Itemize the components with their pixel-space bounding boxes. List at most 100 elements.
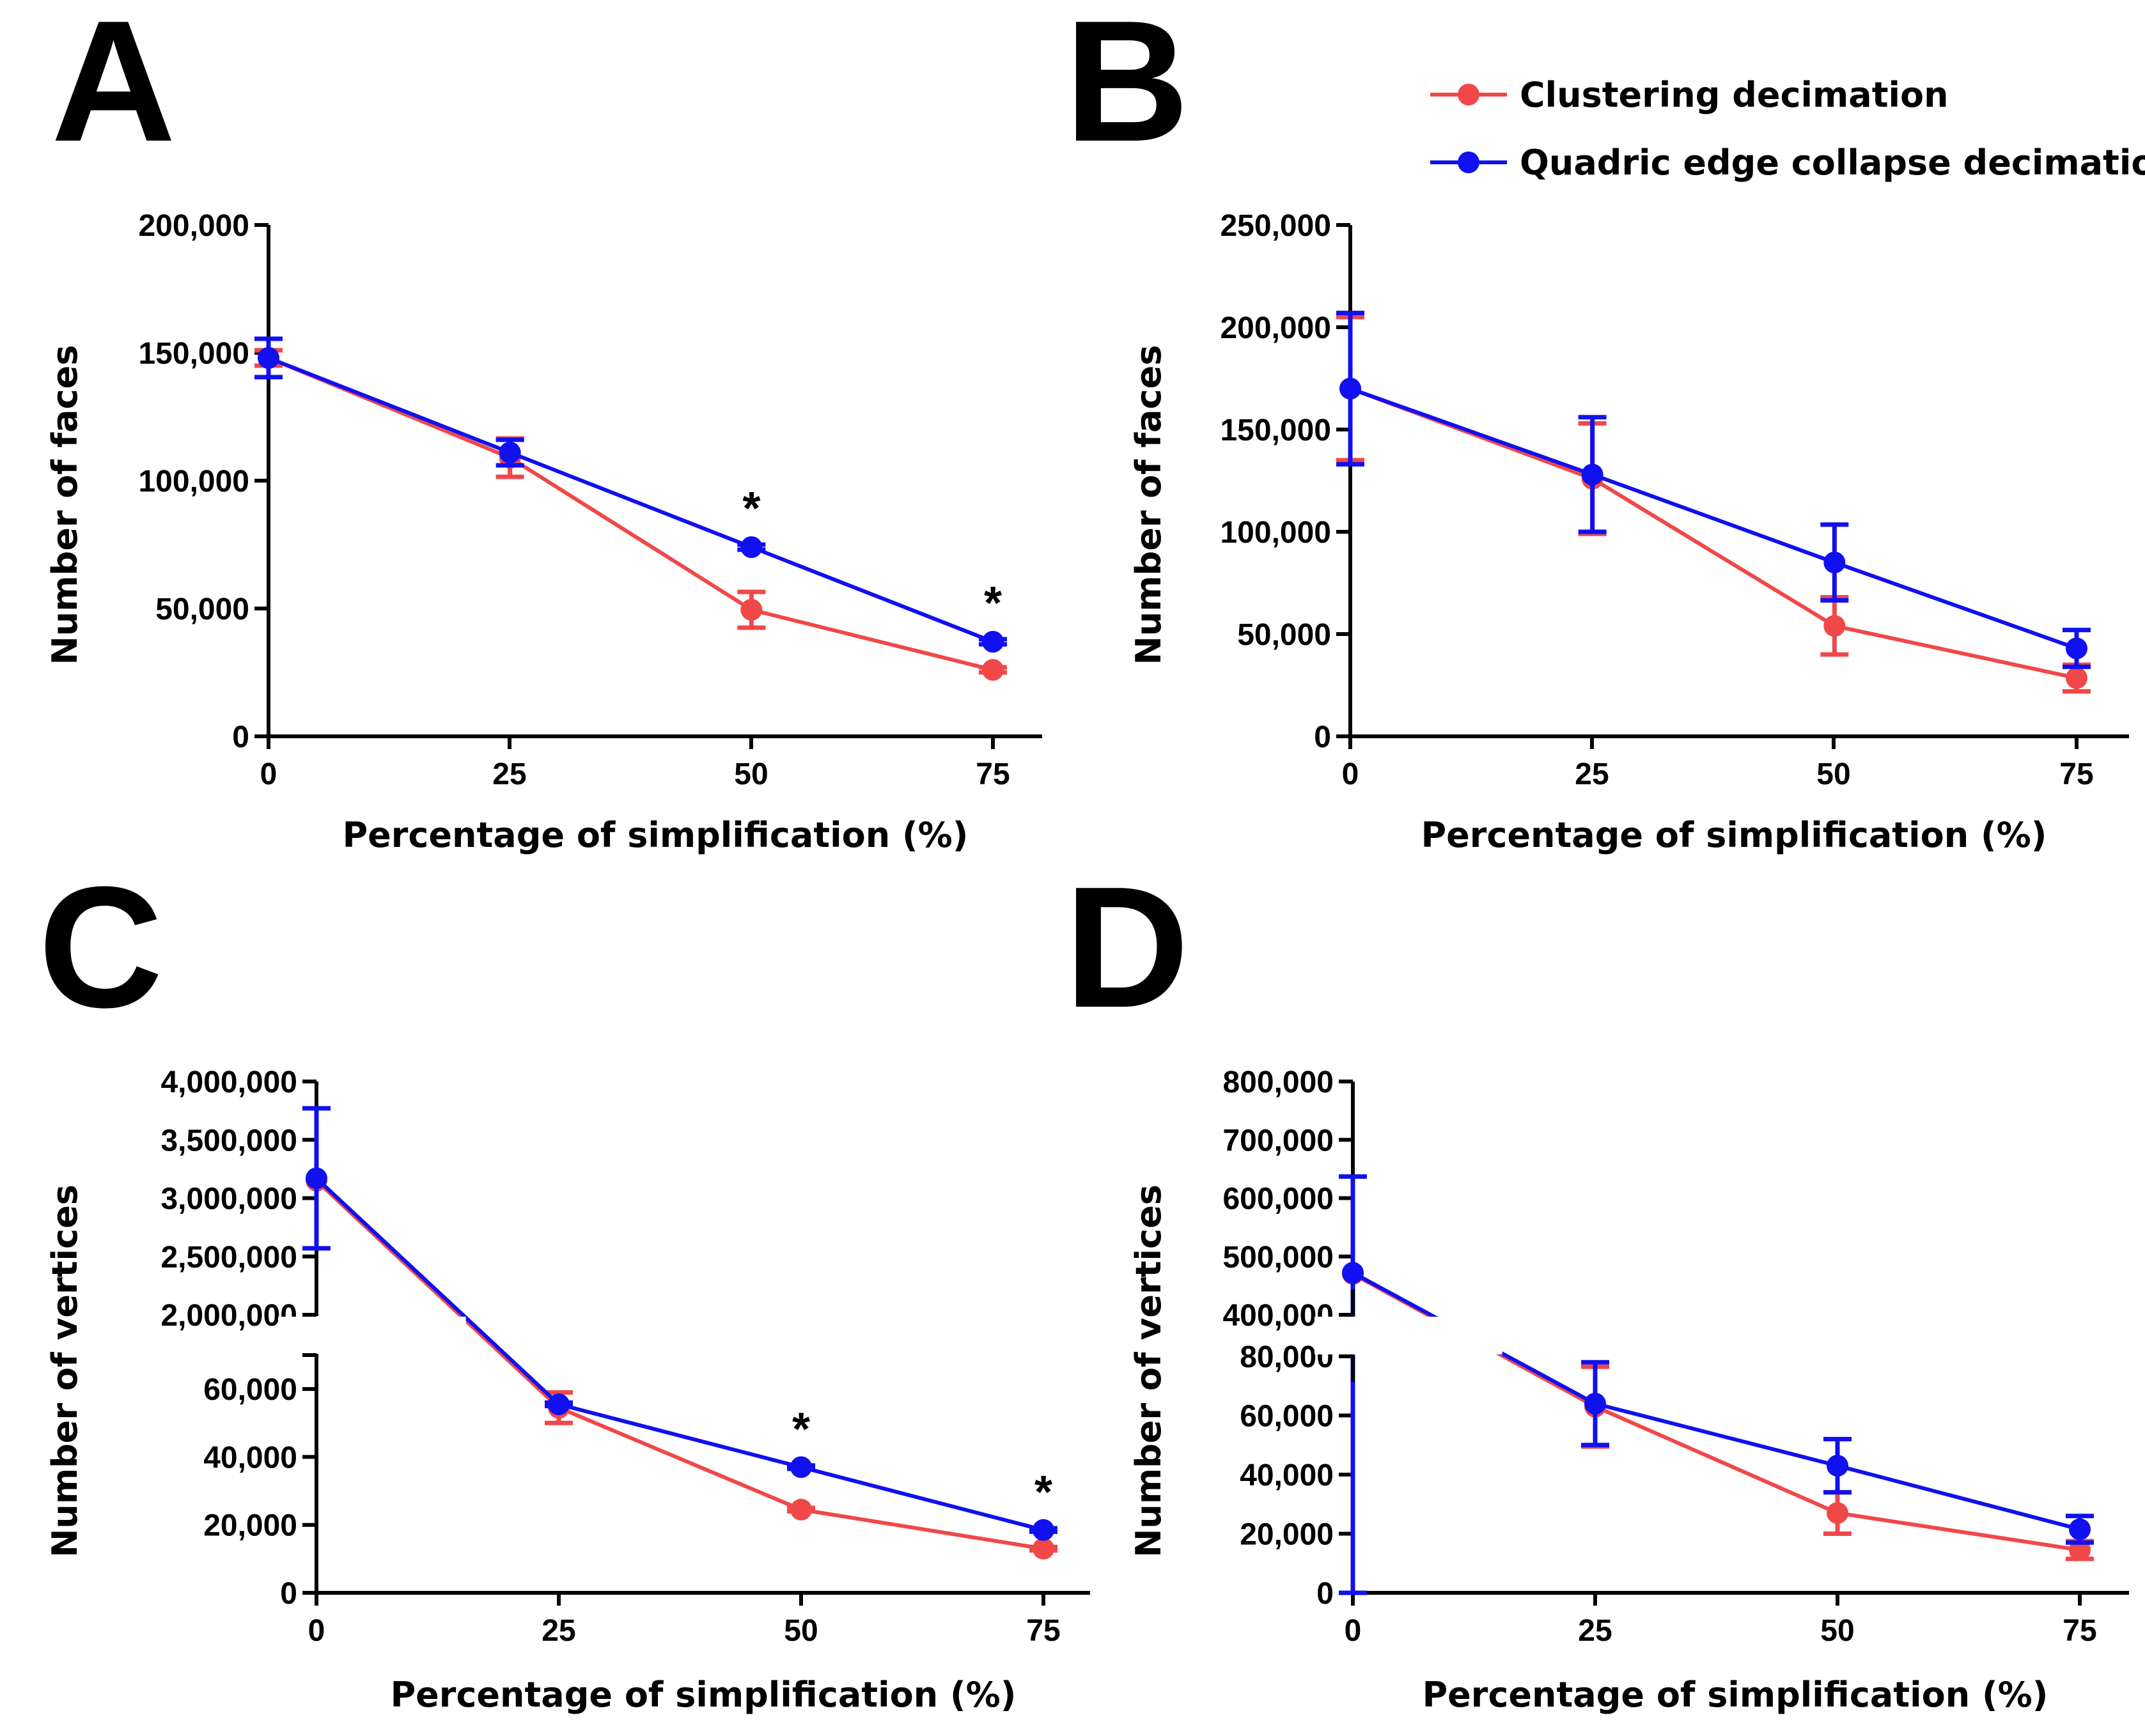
data-point bbox=[306, 1167, 327, 1190]
data-point bbox=[740, 536, 763, 558]
y-tick-label: 0 bbox=[232, 720, 249, 754]
significance-marker: * bbox=[742, 483, 760, 534]
data-point bbox=[1342, 1262, 1364, 1284]
legend-label-clustering: Clustering decimation bbox=[1520, 75, 1949, 115]
data-point bbox=[1823, 552, 1846, 573]
y-axis-title: Number of faces bbox=[1128, 345, 1169, 665]
y-axis-title: Number of vertices bbox=[45, 1184, 85, 1558]
data-point bbox=[982, 631, 1004, 653]
x-tick-label: 75 bbox=[976, 757, 1010, 791]
panel-letter: C bbox=[38, 851, 163, 1044]
data-point bbox=[982, 659, 1004, 681]
series-clustering bbox=[1342, 1263, 2094, 1562]
y-tick-label: 150,000 bbox=[1220, 414, 1331, 447]
y-tick-label: 150,000 bbox=[138, 337, 249, 371]
x-axis-title: Percentage of simplification (%) bbox=[1423, 1675, 2048, 1715]
x-tick-label: 50 bbox=[734, 757, 768, 791]
x-tick-label: 0 bbox=[260, 757, 277, 791]
y-tick-label: 200,000 bbox=[138, 209, 249, 243]
y-tick-label: 2,000,000 bbox=[160, 1299, 297, 1333]
data-point bbox=[1339, 378, 1361, 399]
x-tick-label: 0 bbox=[308, 1614, 325, 1648]
x-axis-title: Percentage of simplification (%) bbox=[1421, 815, 2047, 855]
x-tick-label: 50 bbox=[1820, 1614, 1854, 1648]
series-clustering bbox=[1336, 314, 2091, 694]
y-tick-label: 60,000 bbox=[203, 1373, 297, 1407]
data-point bbox=[1827, 1455, 1848, 1477]
y-tick-label: 50,000 bbox=[1237, 618, 1331, 652]
y-axis-title: Number of vertices bbox=[1128, 1184, 1169, 1558]
x-tick-label: 25 bbox=[542, 1614, 575, 1648]
legend-marker-clustering bbox=[1458, 84, 1479, 105]
panel-letter: D bbox=[1065, 851, 1189, 1044]
y-tick-label: 3,000,000 bbox=[160, 1182, 297, 1216]
series-line bbox=[267, 356, 994, 672]
significance-marker: * bbox=[984, 578, 1002, 629]
y-tick-label: 50,000 bbox=[155, 593, 249, 626]
y-tick-label: 100,000 bbox=[138, 465, 249, 499]
y-tick-label: 20,000 bbox=[1240, 1518, 1334, 1552]
data-point bbox=[1827, 1502, 1848, 1524]
data-point bbox=[2066, 637, 2087, 660]
axis-break-gap bbox=[1314, 1317, 1502, 1354]
x-axis-title: Percentage of simplification (%) bbox=[391, 1675, 1017, 1715]
x-tick-label: 25 bbox=[492, 757, 526, 791]
x-tick-label: 0 bbox=[1342, 757, 1359, 791]
x-tick-label: 25 bbox=[1575, 757, 1609, 791]
y-tick-label: 100,000 bbox=[1220, 516, 1331, 550]
series-quadric bbox=[254, 336, 1007, 653]
panel-a: A 0 50,000 100,000 150,000 200,000 0 25 50 75 Numb… bbox=[45, 0, 1042, 855]
y-tick-label: 500,000 bbox=[1222, 1241, 1334, 1275]
panel-letter: B bbox=[1065, 0, 1189, 178]
axis-break-gap bbox=[278, 1317, 466, 1353]
series-line bbox=[1352, 1272, 2080, 1552]
series-line bbox=[267, 356, 994, 644]
y-tick-label: 40,000 bbox=[1240, 1459, 1334, 1492]
series-line bbox=[315, 1179, 1044, 1551]
legend-marker-quadric bbox=[1458, 151, 1479, 173]
data-point bbox=[2066, 667, 2087, 689]
y-tick-label: 20,000 bbox=[203, 1509, 297, 1543]
y-tick-label: 60,000 bbox=[1240, 1400, 1334, 1434]
series-clustering bbox=[306, 1170, 1057, 1560]
data-point bbox=[2069, 1518, 2091, 1540]
y-tick-label: 4,000,000 bbox=[160, 1066, 297, 1099]
data-point bbox=[499, 442, 521, 463]
data-point bbox=[740, 599, 763, 621]
series-line bbox=[1349, 387, 2077, 680]
legend: Clustering decimation Quadric edge colla… bbox=[1430, 75, 2145, 183]
series-line bbox=[1352, 1271, 2080, 1531]
y-tick-label: 3,500,000 bbox=[160, 1124, 297, 1158]
x-tick-label: 75 bbox=[1026, 1614, 1060, 1648]
y-tick-label: 0 bbox=[1316, 1577, 1334, 1611]
series-quadric bbox=[302, 1106, 1057, 1541]
data-point bbox=[1033, 1537, 1054, 1560]
x-axis-title: Percentage of simplification (%) bbox=[343, 815, 969, 855]
x-tick-label: 50 bbox=[1816, 757, 1850, 791]
data-point bbox=[548, 1393, 570, 1416]
data-point bbox=[1033, 1519, 1054, 1541]
series-line bbox=[1349, 387, 2078, 651]
data-point bbox=[1581, 463, 1603, 486]
x-tick-label: 75 bbox=[2059, 757, 2093, 791]
y-axis-title: Number of faces bbox=[45, 345, 85, 665]
data-point bbox=[1823, 615, 1846, 637]
y-tick-label: 0 bbox=[1314, 720, 1331, 754]
data-point bbox=[790, 1498, 812, 1521]
y-tick-label: 600,000 bbox=[1222, 1182, 1334, 1216]
series-line bbox=[315, 1177, 1044, 1532]
x-tick-label: 25 bbox=[1578, 1614, 1612, 1648]
panel-c: C 0 20,000 40,000 60,000 2,000,000 2,500,000 3,… bbox=[38, 851, 1090, 1715]
y-tick-label: 2,500,000 bbox=[160, 1241, 297, 1275]
x-tick-label: 0 bbox=[1345, 1614, 1362, 1648]
x-tick-label: 50 bbox=[784, 1614, 818, 1648]
panel-b: B 0 50,000 100,000 150,000 200,000 250,000 0 25 5… bbox=[1065, 0, 2129, 855]
panel-d: D020,00040,00060,00080,000400,000500,000… bbox=[1065, 851, 2129, 1715]
series-quadric bbox=[1339, 1174, 2094, 1595]
data-point bbox=[258, 347, 279, 369]
significance-marker: * bbox=[792, 1404, 810, 1455]
y-tick-label: 0 bbox=[280, 1577, 297, 1611]
series-quadric bbox=[1336, 311, 2091, 669]
y-tick-label: 250,000 bbox=[1220, 209, 1331, 243]
data-point bbox=[1584, 1393, 1606, 1414]
